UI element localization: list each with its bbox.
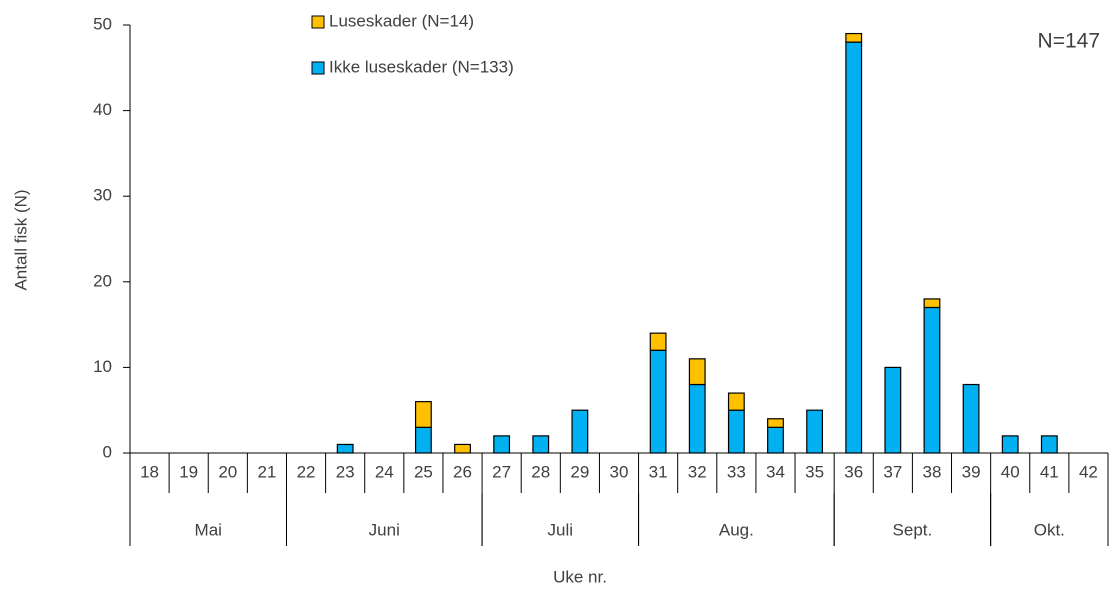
x-tick-label: 34: [766, 462, 785, 481]
x-tick-label: 32: [688, 462, 707, 481]
bar-segment: [571, 409, 589, 454]
bar-segment: [688, 383, 706, 454]
x-tick-label: 20: [218, 462, 237, 481]
x-tick-label: 24: [375, 462, 394, 481]
bar-segment: [727, 392, 745, 411]
x-tick-label: 31: [649, 462, 668, 481]
bar-segment: [454, 443, 471, 454]
group-label: Aug.: [719, 520, 754, 539]
x-tick-label: 35: [805, 462, 824, 481]
legend-label: Luseskader (N=14): [329, 11, 474, 30]
x-tick-label: 38: [922, 462, 941, 481]
bar-segment: [923, 306, 941, 454]
legend-label: Ikke luseskader (N=133): [329, 57, 514, 76]
legend-swatch: [311, 61, 325, 75]
group-label: Okt.: [1034, 520, 1065, 539]
bar-segment: [649, 332, 667, 351]
x-tick-label: 29: [570, 462, 589, 481]
group-label: Juli: [548, 520, 574, 539]
y-tick-label: 50: [93, 14, 112, 33]
x-tick-label: 28: [531, 462, 550, 481]
y-tick-label: 40: [93, 100, 112, 119]
x-tick-label: 18: [140, 462, 159, 481]
y-tick-label: 10: [93, 357, 112, 376]
bar-segment: [688, 358, 706, 386]
x-tick-label: 30: [610, 462, 629, 481]
x-tick-label: 33: [727, 462, 746, 481]
bar-segment: [923, 298, 941, 309]
bar-segment: [884, 366, 902, 454]
x-tick-label: 27: [492, 462, 511, 481]
x-tick-label: 37: [883, 462, 902, 481]
bar-segment: [962, 383, 980, 454]
x-tick-label: 39: [962, 462, 981, 481]
x-tick-label: 42: [1079, 462, 1098, 481]
bar-segment: [806, 409, 824, 454]
bar-segment: [1001, 435, 1019, 454]
x-tick-label: 21: [257, 462, 276, 481]
bar-segment: [845, 41, 863, 454]
bar-segment: [767, 418, 784, 428]
x-tick-label: 22: [297, 462, 316, 481]
bar-segment: [649, 349, 667, 454]
x-tick-label: 36: [844, 462, 863, 481]
annotation: N=147: [1038, 30, 1100, 53]
x-axis-label: Uke nr.: [553, 567, 607, 586]
bar-segment: [727, 409, 745, 454]
bar-segment: [414, 426, 432, 454]
legend-swatch: [311, 15, 325, 29]
y-tick-label: 0: [103, 442, 112, 461]
bar-segment: [336, 443, 354, 454]
x-tick-label: 23: [336, 462, 355, 481]
bar-segment: [532, 435, 550, 454]
y-axis-label: Antall fisk (N): [11, 189, 30, 290]
bar-segment: [1040, 435, 1058, 454]
x-tick-label: 40: [1001, 462, 1020, 481]
bar-segment: [845, 32, 863, 43]
group-label: Sept.: [893, 520, 933, 539]
x-tick-label: 19: [179, 462, 198, 481]
bar-segment: [493, 435, 511, 454]
group-label: Mai: [195, 520, 222, 539]
x-tick-label: 41: [1040, 462, 1059, 481]
x-tick-label: 26: [453, 462, 472, 481]
x-tick-label: 25: [414, 462, 433, 481]
y-tick-label: 30: [93, 186, 112, 205]
y-tick-label: 20: [93, 271, 112, 290]
bar-segment: [414, 401, 432, 428]
group-label: Juni: [369, 520, 400, 539]
bar-segment: [767, 426, 784, 454]
